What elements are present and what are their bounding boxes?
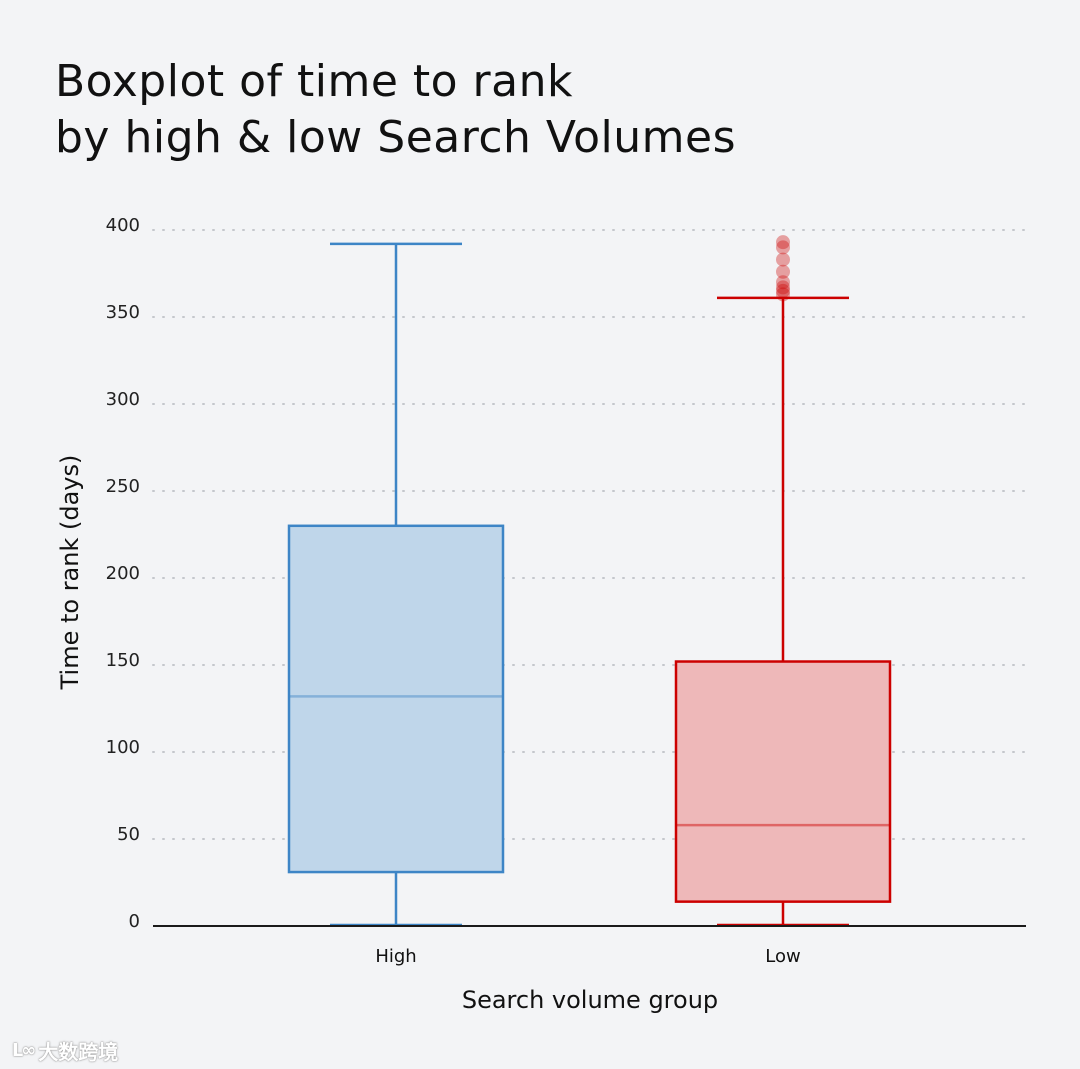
- outlier-point: [776, 235, 790, 250]
- chart-title: Boxplot of time to rank by high & low Se…: [55, 54, 736, 166]
- y-tick-label: 0: [129, 911, 140, 932]
- y-tick-label: 200: [106, 563, 140, 584]
- outlier-point: [776, 264, 790, 279]
- y-tick-label: 50: [117, 824, 140, 845]
- x-axis-ticks: High Low: [375, 946, 800, 967]
- iqr-box: [674, 660, 892, 903]
- outlier-point: [776, 280, 790, 295]
- outlier-point: [776, 287, 790, 302]
- y-tick-label: 250: [106, 476, 140, 497]
- x-axis-label: Search volume group: [462, 986, 718, 1014]
- x-tick-label: Low: [765, 946, 800, 967]
- outlier-point: [776, 283, 790, 298]
- y-axis-ticks: 0 50 100 150 200 250 300 350 400: [106, 215, 140, 932]
- box-high: [287, 242, 505, 927]
- y-axis-label: Time to rank (days): [56, 455, 84, 691]
- outlier-point: [776, 252, 790, 267]
- chart-title-line-2: by high & low Search Volumes: [55, 112, 737, 163]
- watermark-logo-icon: ᒪ∞: [12, 1040, 36, 1061]
- iqr-box: [287, 524, 505, 874]
- y-tick-label: 400: [106, 215, 140, 236]
- watermark-text: 大数跨境: [38, 1040, 119, 1064]
- outlier-point: [776, 275, 790, 290]
- y-tick-label: 350: [106, 302, 140, 323]
- outlier-point: [776, 240, 790, 255]
- y-tick-label: 150: [106, 650, 140, 671]
- y-tick-label: 300: [106, 389, 140, 410]
- x-tick-label: High: [375, 946, 416, 967]
- watermark: ᒪ∞ 大数跨境: [12, 1036, 118, 1065]
- chart-title-line-1: Boxplot of time to rank: [55, 56, 573, 107]
- box-series: [287, 235, 892, 927]
- y-tick-label: 100: [106, 737, 140, 758]
- grid-lines: [152, 229, 1027, 840]
- box-low: [674, 235, 892, 927]
